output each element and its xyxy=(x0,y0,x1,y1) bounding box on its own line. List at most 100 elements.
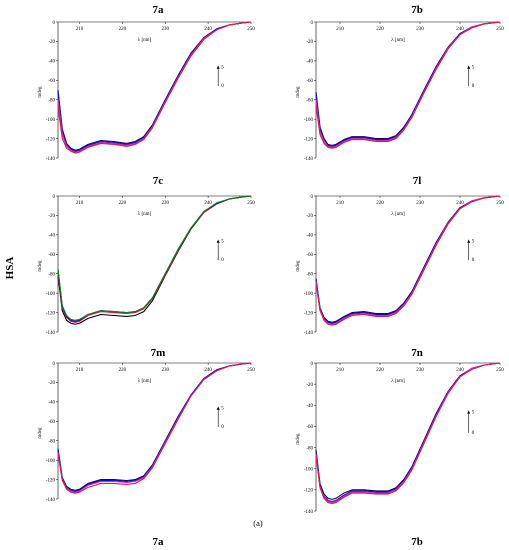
bottom-label-7a: 7a xyxy=(153,536,165,548)
arrow-label-bottom: 0 xyxy=(472,84,475,89)
y-tick-label: -140 xyxy=(304,157,314,162)
y-tick-label: -100 xyxy=(46,292,56,297)
y-tick-label: -100 xyxy=(304,292,314,297)
series-line-1 xyxy=(315,195,501,323)
x-tick-label: 230 xyxy=(416,27,424,32)
x-axis-label: λ [nm] xyxy=(138,38,152,43)
x-tick-label: 250 xyxy=(247,368,255,373)
arrow-label-top: 5 xyxy=(472,240,475,245)
panel-title: 7a xyxy=(153,4,165,16)
x-tick-label: 250 xyxy=(247,201,255,206)
chart-panel-7b: 7b 0 -20 -40 -60 -80 -100 -120 -140 210 220 230 240 2… xyxy=(296,4,504,162)
y-axis-label: mdeg xyxy=(296,260,301,272)
y-tick-label: -40 xyxy=(306,60,313,65)
x-axis-label: λ [nm] xyxy=(391,38,405,43)
y-tick-label: -120 xyxy=(46,478,56,483)
panel-title: 7c xyxy=(153,175,164,187)
chart-panel-7l: 7l 0 -20 -40 -60 -80 -100 -120 -140 210 220 230 240 2… xyxy=(296,175,504,336)
x-tick-label: 230 xyxy=(161,368,169,373)
y-tick-label: -140 xyxy=(304,331,314,336)
y-axis-label: mdeg xyxy=(296,86,301,98)
x-tick-label: 250 xyxy=(496,368,504,373)
y-tick-label: 0 xyxy=(53,21,56,26)
y-tick-label: -20 xyxy=(306,214,313,219)
x-tick-label: 250 xyxy=(496,27,504,32)
x-tick-label: 250 xyxy=(496,201,504,206)
x-tick-label: 250 xyxy=(247,27,255,32)
y-tick-label: -80 xyxy=(48,273,55,278)
y-tick-label: -140 xyxy=(46,157,56,162)
y-tick-label: -120 xyxy=(304,489,314,494)
x-tick-label: 220 xyxy=(119,27,127,32)
arrow-label-bottom: 0 xyxy=(221,258,224,263)
arrow-head xyxy=(216,65,220,69)
y-tick-label: -120 xyxy=(46,137,56,142)
y-tick-label: -40 xyxy=(306,404,313,409)
side-label: HSA xyxy=(4,257,16,280)
arrow-label-bottom: 0 xyxy=(472,431,475,436)
series-line-4 xyxy=(315,195,501,326)
chart-panel-7n: 7n 0 -20 -40 -60 -80 -100 -120 -140 210 220 230 240 2… xyxy=(296,347,504,515)
y-tick-label: -140 xyxy=(304,510,314,515)
y-tick-label: 0 xyxy=(53,362,56,367)
y-tick-label: -100 xyxy=(304,118,314,123)
arrow-label-bottom: 0 xyxy=(221,84,224,89)
x-tick-label: 230 xyxy=(161,201,169,206)
y-tick-label: -20 xyxy=(306,383,313,388)
y-tick-label: -60 xyxy=(306,79,313,84)
x-tick-label: 240 xyxy=(456,27,464,32)
x-tick-label: 210 xyxy=(76,368,84,373)
arrow-head xyxy=(216,406,220,410)
panel-title: 7n xyxy=(411,347,423,359)
y-tick-label: -20 xyxy=(48,214,55,219)
y-tick-label: -80 xyxy=(48,99,55,104)
y-tick-label: -80 xyxy=(306,446,313,451)
y-tick-label: -40 xyxy=(48,60,55,65)
series-line-4 xyxy=(315,21,501,149)
x-axis-label: λ [nm] xyxy=(391,212,405,217)
y-tick-label: -40 xyxy=(306,234,313,239)
y-tick-label: -20 xyxy=(306,40,313,45)
chart-panel-7m: 7m 0 -20 -40 -60 -80 -100 -120 -140 210 220 230 240 2… xyxy=(38,347,255,503)
figure-caption: (a) xyxy=(253,518,263,528)
y-tick-label: -40 xyxy=(48,401,55,406)
y-tick-label: -80 xyxy=(306,99,313,104)
x-tick-label: 240 xyxy=(204,368,212,373)
y-tick-label: -60 xyxy=(306,425,313,430)
panel-title: 7l xyxy=(413,175,422,187)
y-tick-label: -120 xyxy=(304,137,314,142)
y-tick-label: -40 xyxy=(48,234,55,239)
series-line-4 xyxy=(57,362,252,494)
panel-title: 7b xyxy=(411,4,423,16)
y-axis-label: mdeg xyxy=(38,427,43,439)
x-tick-label: 230 xyxy=(161,27,169,32)
y-tick-label: -120 xyxy=(304,311,314,316)
y-tick-label: -100 xyxy=(46,118,56,123)
panel-title: 7m xyxy=(151,347,166,359)
arrow-label-top: 5 xyxy=(221,240,224,245)
x-tick-label: 220 xyxy=(376,27,384,32)
arrow-label-top: 5 xyxy=(221,407,224,412)
x-tick-label: 230 xyxy=(416,368,424,373)
y-tick-label: -80 xyxy=(48,440,55,445)
y-tick-label: 0 xyxy=(311,195,314,200)
arrow-label-bottom: 0 xyxy=(472,258,475,263)
y-tick-label: -20 xyxy=(48,381,55,386)
y-tick-label: -60 xyxy=(48,79,55,84)
x-tick-label: 240 xyxy=(456,368,464,373)
arrow-head xyxy=(467,410,471,414)
y-tick-label: -100 xyxy=(46,459,56,464)
y-tick-label: 0 xyxy=(311,21,314,26)
y-tick-label: 0 xyxy=(53,195,56,200)
x-tick-label: 210 xyxy=(336,368,344,373)
bottom-label-7b: 7b xyxy=(411,536,423,548)
chart-panel-7c: 7c 0 -20 -40 -60 -80 -100 -120 -140 210 220 230 240 2… xyxy=(38,175,255,336)
x-tick-label: 230 xyxy=(416,201,424,206)
x-tick-label: 240 xyxy=(456,201,464,206)
x-axis-label: λ [nm] xyxy=(138,212,152,217)
x-tick-label: 210 xyxy=(76,27,84,32)
x-tick-label: 210 xyxy=(76,201,84,206)
y-tick-label: -60 xyxy=(306,253,313,258)
y-tick-label: -60 xyxy=(48,420,55,425)
